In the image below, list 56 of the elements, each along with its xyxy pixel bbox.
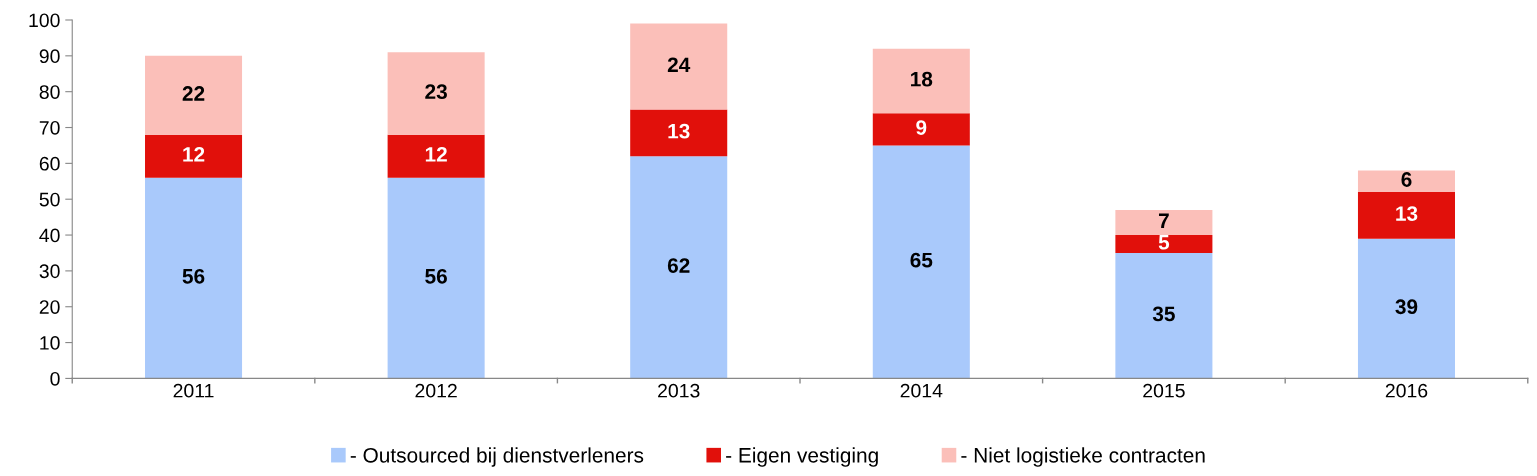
y-tick-label: 0 xyxy=(50,371,60,386)
data-label: 56 xyxy=(425,268,447,284)
data-label: 56 xyxy=(182,268,205,284)
bar xyxy=(145,177,243,379)
bar xyxy=(387,134,485,178)
data-label: 22 xyxy=(182,86,205,101)
data-label: 39 xyxy=(1395,299,1418,315)
x-tick-label: 2011 xyxy=(173,383,214,398)
bar xyxy=(1357,192,1455,239)
bar xyxy=(872,113,970,146)
bar xyxy=(1115,235,1213,253)
bar xyxy=(872,48,970,114)
y-tick-label: 100 xyxy=(29,13,60,28)
y-tick-label: 30 xyxy=(39,264,60,279)
x-tick-label: 2016 xyxy=(1385,383,1428,398)
bar xyxy=(872,145,970,379)
data-label: 65 xyxy=(910,252,933,268)
bar xyxy=(630,109,728,157)
y-tick-label: 10 xyxy=(40,336,60,350)
y-tick-label: 60 xyxy=(39,156,60,171)
y-tick-label: 90 xyxy=(39,49,60,64)
y-tick-label: 50 xyxy=(39,192,60,207)
y-tick-label: 20 xyxy=(39,300,60,314)
bar xyxy=(387,177,485,379)
data-label: 23 xyxy=(425,84,447,100)
data-label: 13 xyxy=(1396,206,1418,221)
data-label: 7 xyxy=(1159,213,1169,228)
bar xyxy=(630,156,728,379)
legend-label: - Eigen vestiging xyxy=(726,447,878,467)
bar xyxy=(387,52,485,135)
data-label: 6 xyxy=(1401,172,1412,187)
data-label: 35 xyxy=(1152,306,1175,322)
data-label: 9 xyxy=(916,120,927,135)
x-tick-label: 2012 xyxy=(415,383,457,398)
data-label: 62 xyxy=(667,258,690,273)
bar xyxy=(145,134,243,178)
data-label: 13 xyxy=(668,123,690,139)
y-tick-label: 70 xyxy=(39,120,60,135)
legend-label: - Outsourced bij dienstverleners xyxy=(350,447,644,467)
data-label: 12 xyxy=(425,147,447,162)
y-tick-label: 40 xyxy=(39,228,60,243)
x-tick-label: 2013 xyxy=(658,383,700,398)
bar xyxy=(1115,252,1213,379)
x-tick-label: 2015 xyxy=(1143,383,1185,398)
data-label: 24 xyxy=(667,57,691,72)
data-label: 5 xyxy=(1158,235,1170,250)
data-label: 18 xyxy=(911,71,933,87)
bar xyxy=(1357,170,1455,193)
bar xyxy=(1357,238,1455,379)
bar xyxy=(630,23,728,110)
y-tick-label: 80 xyxy=(39,85,60,99)
x-tick-label: 2014 xyxy=(900,383,943,398)
legend-label: - Niet logistieke contracten xyxy=(961,447,1205,467)
data-label: 12 xyxy=(183,147,205,162)
bar xyxy=(1115,209,1213,236)
bar xyxy=(145,55,243,135)
